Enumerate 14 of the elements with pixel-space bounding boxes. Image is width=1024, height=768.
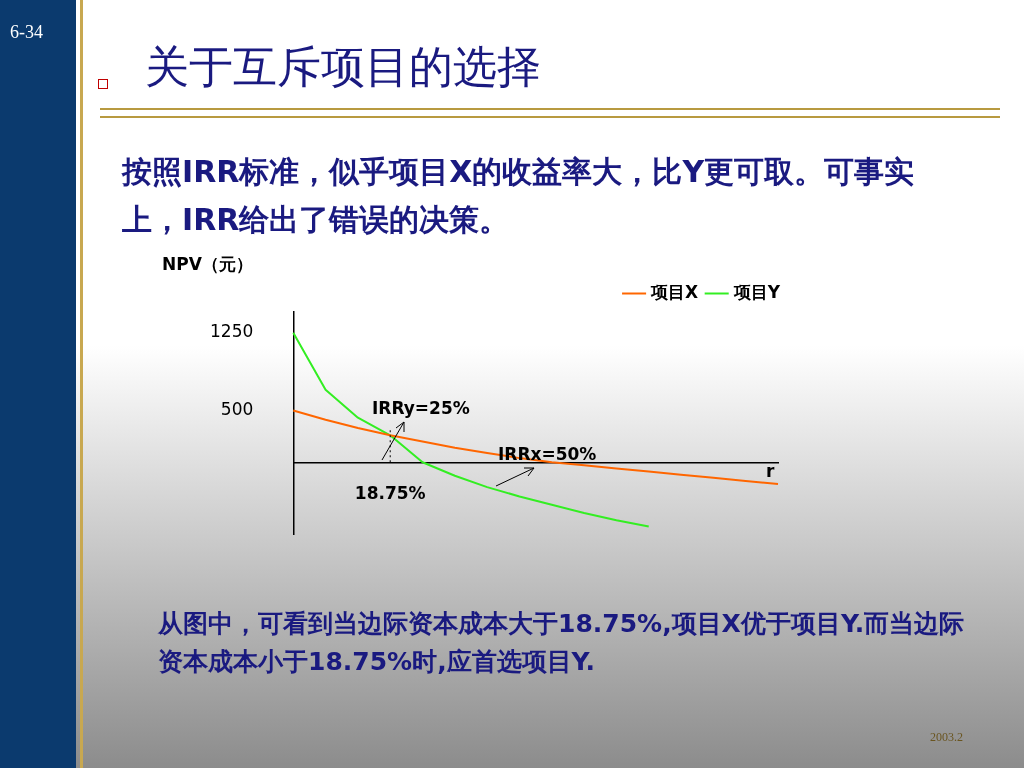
x-axis-title: r — [766, 461, 775, 482]
chart-title: 关于互斥项目的选择 — [145, 40, 541, 94]
text: 2003.2 — [930, 730, 963, 745]
annotation: IRRy=25% — [372, 398, 470, 418]
legend-label: 项目X — [650, 281, 699, 302]
text: 从图中，可看到当边际资本成本大于18.75%,项目X优于项目Y.而当边际资本成本小于18.75%时,应首选项目Y. — [158, 608, 966, 678]
text: 6-34 — [10, 22, 43, 43]
annotation: IRRx=50% — [498, 444, 597, 464]
y-tick-label: 500 — [220, 398, 254, 419]
legend-label: 项目Y — [732, 281, 781, 302]
x-tick-label: 18.75% — [354, 482, 426, 503]
chart-subtitle: 按照IRR标准，似乎项目X的收益率大，比Y更可取。可事实上，IRR给出了错误的决策。 — [122, 153, 916, 239]
y-tick-label: 1250 — [210, 321, 254, 342]
y-axis-title: NPV（元） — [162, 253, 253, 274]
